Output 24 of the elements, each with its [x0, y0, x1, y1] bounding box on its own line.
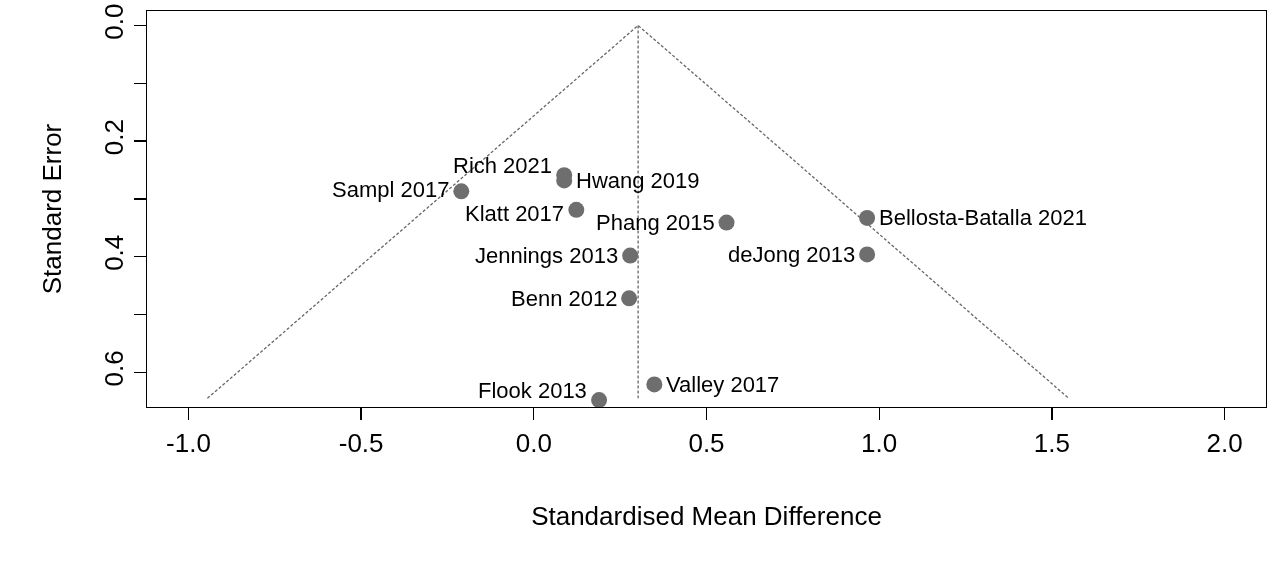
annotation: Phang 2015	[596, 210, 715, 235]
annotation: Rich 2021	[453, 153, 553, 178]
y-axis-title: Standard Error	[36, 123, 67, 295]
y-tick-label: 0.0	[99, 3, 130, 40]
x-tick-label: 0.0	[515, 427, 552, 458]
x-tick-label: -0.5	[338, 427, 384, 458]
annotation: Jennings 2013	[475, 243, 619, 268]
x-tick-label: 0.5	[688, 427, 725, 458]
annotation: Flook 2013	[478, 378, 587, 403]
annotation: Valley 2017	[666, 372, 780, 397]
y-tick-label: 0.2	[99, 119, 130, 156]
x-tick-label: -1.0	[166, 427, 211, 458]
x-tick-label: 1.5	[1033, 427, 1070, 458]
x-axis-title: Standardised Mean Difference	[531, 501, 882, 532]
x-tick-label: 2.0	[1206, 427, 1243, 458]
annotation: Klatt 2017	[465, 201, 565, 226]
annotation: Sampl 2017	[332, 177, 450, 202]
y-tick-label: 0.6	[99, 350, 130, 387]
annotation: deJong 2013	[728, 242, 856, 267]
x-tick-label: 1.0	[861, 427, 898, 458]
annotation: Benn 2012	[511, 286, 618, 311]
y-tick-label: 0.4	[99, 234, 130, 271]
annotation: Hwang 2019	[576, 168, 700, 193]
annotation: Bellosta-Batalla 2021	[879, 205, 1087, 230]
